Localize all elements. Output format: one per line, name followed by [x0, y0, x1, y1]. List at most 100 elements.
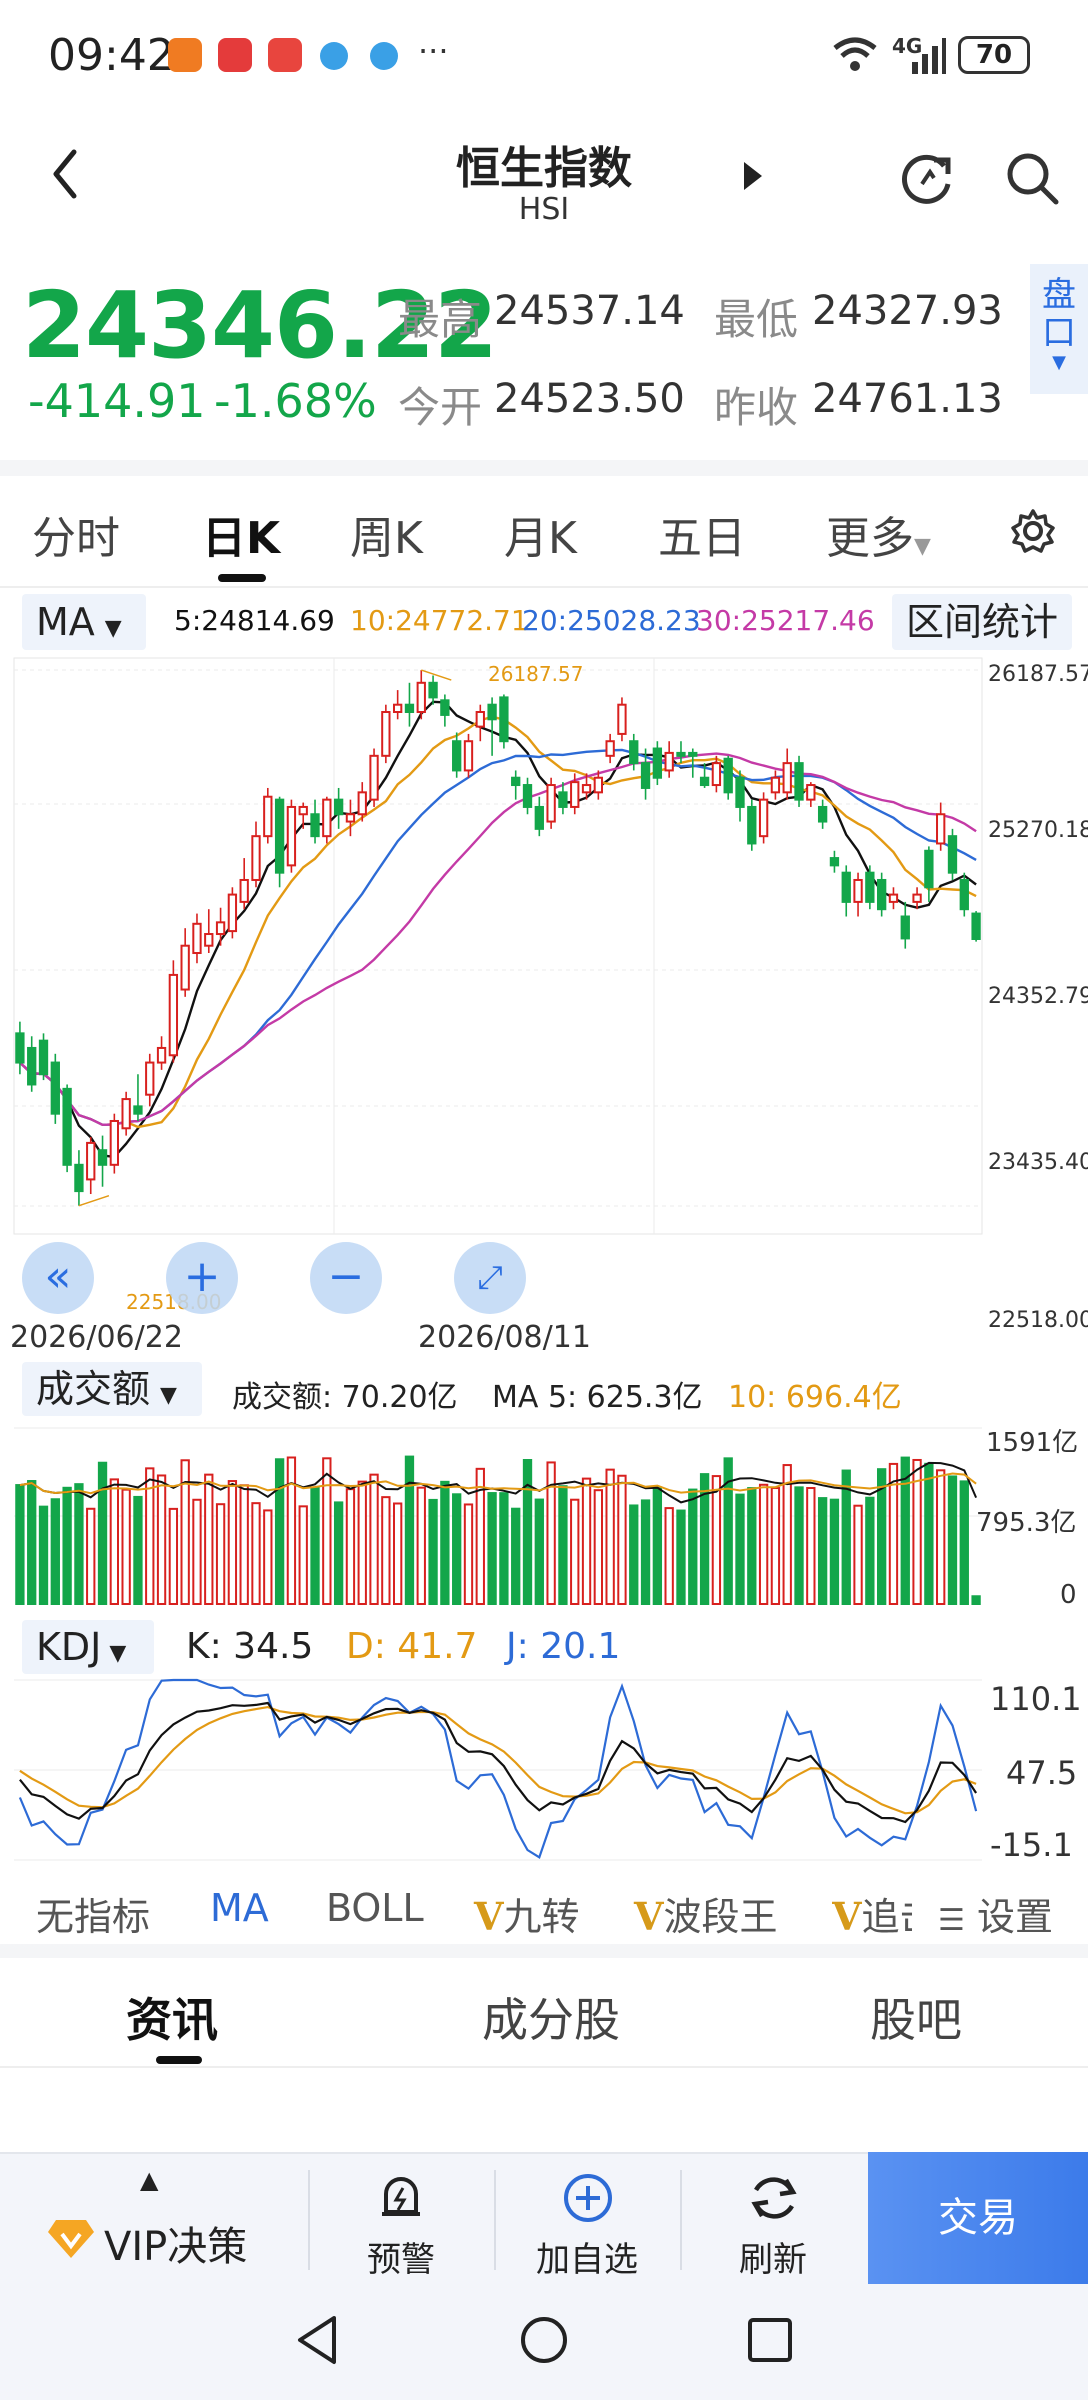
candle-body — [581, 784, 592, 794]
range-stats-button[interactable]: 区间统计 — [892, 594, 1072, 650]
kdj-j-value: J: 20.1 — [506, 1626, 621, 1667]
home-nav-icon[interactable] — [518, 2314, 570, 2366]
volume-bar — [86, 1507, 96, 1605]
volume-bar — [357, 1480, 367, 1605]
volume-bar — [239, 1484, 249, 1605]
volume-bar — [947, 1475, 958, 1605]
vip-mark: V — [474, 1894, 504, 1939]
indicator-boll[interactable]: BOLL — [326, 1886, 424, 1930]
volume-bar — [109, 1478, 120, 1605]
candle-body — [86, 1141, 96, 1181]
kdj-k-line — [19, 1701, 978, 1824]
kdj-axis-label: 110.1 — [990, 1680, 1082, 1718]
tab-intraday[interactable]: 分时 — [32, 513, 120, 564]
back-nav-icon[interactable] — [294, 2314, 342, 2366]
volume-bar — [62, 1486, 72, 1605]
volume-bar — [274, 1458, 285, 1605]
app-notification-icon — [168, 38, 202, 72]
volume-bar — [853, 1504, 863, 1605]
divider — [0, 1944, 1088, 1958]
zoom-out-button[interactable]: − — [310, 1242, 382, 1314]
indicator-jiuzhuan-label: 九转 — [503, 1895, 580, 1939]
add-watchlist-button[interactable]: 加自选 — [512, 2154, 662, 2286]
kdj-indicator-dropdown[interactable]: KDJ ▼ — [22, 1620, 154, 1674]
volume-bar — [168, 1507, 179, 1605]
last-price: 24346.22 — [22, 272, 498, 379]
candle-body — [310, 813, 320, 838]
ma-dropdown-label: MA — [36, 600, 95, 644]
tab-five-day[interactable]: 五日 — [658, 513, 746, 564]
tab-more[interactable]: 更多▼ — [826, 502, 931, 566]
kdj-chart[interactable] — [10, 1672, 1078, 1868]
volume-chart[interactable] — [10, 1418, 1078, 1614]
volume-bar — [263, 1509, 273, 1605]
indicator-jiuzhuan[interactable]: V九转 — [474, 1886, 580, 1941]
tab-constituents[interactable]: 成分股 — [482, 1993, 620, 2047]
volume-bar — [345, 1488, 356, 1605]
refresh-label: 刷新 — [739, 2240, 807, 2280]
volume-bar — [581, 1477, 592, 1606]
tab-forum[interactable]: 股吧 — [870, 1993, 962, 2047]
high-marker-label: 26187.57 — [488, 662, 584, 686]
price-axis-label: 22518.00 — [988, 1308, 1088, 1333]
candle-body — [817, 805, 828, 823]
candle-body — [428, 681, 438, 699]
refresh-icon[interactable] — [900, 150, 956, 206]
gear-icon[interactable] — [1010, 508, 1056, 554]
fullscreen-button[interactable]: ⤢ — [454, 1242, 526, 1314]
volume-indicator-dropdown[interactable]: 成交额 ▼ — [22, 1362, 202, 1416]
indicator-settings[interactable]: ☰ 设置 — [934, 1886, 1054, 1941]
candle-body — [97, 1149, 108, 1166]
volume-bar — [664, 1507, 674, 1605]
tab-daily-k[interactable]: 日K — [202, 513, 281, 564]
bell-icon — [382, 2177, 420, 2216]
volume-bar — [298, 1505, 308, 1605]
back-arrow-icon[interactable] — [50, 148, 80, 200]
candle-body — [735, 776, 745, 808]
indicator-none[interactable]: 无指标 — [36, 1895, 151, 1939]
order-book-button[interactable]: 盘 口 ▼ — [1030, 264, 1088, 394]
recents-nav-icon[interactable] — [746, 2316, 794, 2364]
ma-indicator-dropdown[interactable]: MA ▼ — [22, 594, 146, 650]
tab-weekly-k[interactable]: 周K — [350, 513, 423, 564]
scroll-left-button[interactable]: « — [22, 1242, 94, 1314]
volume-ma5: MA 5: 625.3亿 — [492, 1380, 703, 1415]
candlestick-chart[interactable] — [10, 656, 1078, 1356]
candle-body — [546, 784, 556, 823]
volume-bar — [499, 1492, 509, 1605]
volume-bar — [924, 1462, 934, 1605]
vip-mark: V — [634, 1894, 664, 1939]
kdj-axis-label: 47.5 — [1006, 1754, 1078, 1792]
zoom-in-button[interactable]: + — [166, 1242, 238, 1314]
tab-monthly-k[interactable]: 月K — [504, 513, 577, 564]
candle-body — [15, 1032, 25, 1064]
vip-mark: V — [832, 1894, 862, 1939]
add-watchlist-label: 加自选 — [536, 2240, 638, 2280]
refresh-button[interactable]: 刷新 — [698, 2154, 848, 2286]
toolbar-divider — [494, 2170, 496, 2270]
low-label: 最低 — [714, 295, 799, 344]
kdj-d-line — [19, 1705, 977, 1815]
indicator-ma[interactable]: MA — [210, 1886, 269, 1930]
prev-close-label: 昨收 — [714, 383, 799, 432]
volume-bar — [440, 1480, 450, 1605]
volume-bar — [817, 1497, 828, 1605]
vip-decision-button[interactable]: ▲ VIP决策 — [30, 2154, 290, 2286]
caret-down-icon: ▼ — [104, 616, 122, 641]
candle-body — [263, 795, 273, 838]
alert-button[interactable]: 预警 — [326, 2154, 476, 2286]
search-icon[interactable] — [1004, 150, 1060, 206]
tab-news[interactable]: 资讯 — [126, 1993, 218, 2047]
play-triangle-icon[interactable] — [740, 160, 766, 192]
trade-button[interactable]: 交易 — [868, 2152, 1088, 2284]
indicator-zhuiji[interactable]: V追击 — [832, 1886, 912, 1941]
app-notification-icon — [268, 38, 302, 72]
candle-body — [357, 791, 367, 816]
candle-body — [888, 893, 899, 903]
volume-bar — [180, 1459, 190, 1606]
page-title: 恒生指数 — [456, 143, 632, 194]
indicator-boduanwang[interactable]: V波段王 — [634, 1886, 778, 1941]
candle-body — [841, 871, 851, 903]
candle-body — [121, 1098, 131, 1130]
settings-list-icon: ☰ — [938, 1903, 965, 1938]
